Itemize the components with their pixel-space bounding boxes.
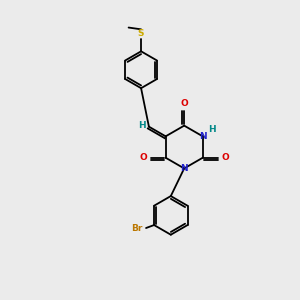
Text: N: N xyxy=(199,132,206,141)
Text: Br: Br xyxy=(131,224,143,232)
Text: H: H xyxy=(208,125,215,134)
Text: O: O xyxy=(221,153,229,162)
Text: O: O xyxy=(140,153,147,162)
Text: H: H xyxy=(139,121,146,130)
Text: S: S xyxy=(138,29,144,38)
Text: O: O xyxy=(180,99,188,108)
Text: N: N xyxy=(180,164,188,173)
